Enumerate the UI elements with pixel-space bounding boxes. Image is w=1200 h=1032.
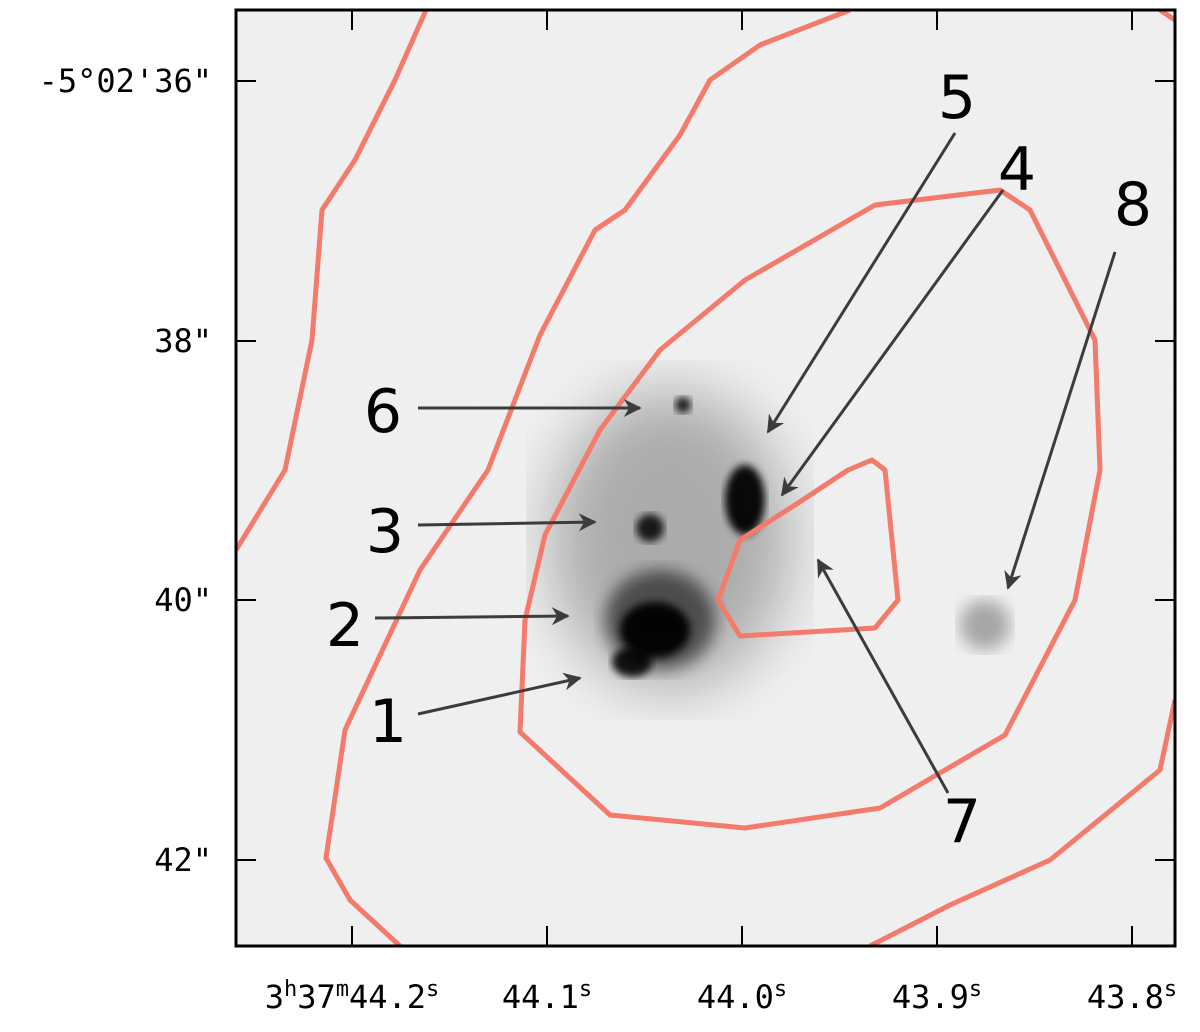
y-tick-label: -5°02'36" (39, 62, 212, 100)
x-tick-label: 44.1s (502, 977, 592, 1016)
x-tick-label: 43.9s (892, 977, 982, 1016)
arrows (374, 132, 1117, 794)
unit-superscript: s (1164, 977, 1177, 1002)
unit-superscript: h (284, 977, 297, 1002)
y-tick-label: 40" (154, 581, 212, 619)
unit-superscript: s (426, 977, 439, 1002)
unit-superscript: m (336, 977, 349, 1002)
tick-value: 37 (297, 978, 336, 1016)
axes-frame (234, 8, 1177, 948)
object-label: 8 (1114, 170, 1152, 240)
unit-superscript: s (774, 977, 787, 1002)
tick-value: 43.8 (1087, 978, 1164, 1016)
tick-value: 44.0 (697, 978, 774, 1016)
y-tick-label: 38" (154, 322, 212, 360)
unit-superscript: s (969, 977, 982, 1002)
tick-value: 44.2 (349, 978, 426, 1016)
contour (517, 187, 1103, 831)
object-label: 4 (998, 135, 1036, 205)
object-label: 6 (364, 377, 402, 447)
contour (323, 10, 851, 946)
object-label: 1 (369, 687, 407, 757)
object-label: 7 (943, 787, 981, 857)
contour (715, 457, 901, 639)
x-tick-label: 3h37m44.2s (265, 977, 440, 1016)
tick-value: 3 (265, 978, 284, 1016)
x-tick-label: 44.0s (697, 977, 787, 1016)
unit-superscript: s (579, 977, 592, 1002)
contour (1158, 10, 1175, 23)
tick-value: 44.1 (502, 978, 579, 1016)
object-label: 3 (366, 497, 404, 567)
y-tick-label: 42" (154, 841, 212, 879)
tick-value: 43.9 (892, 978, 969, 1016)
contour (868, 699, 1175, 946)
tick-marks (236, 10, 1175, 946)
x-tick-label: 43.8s (1087, 977, 1177, 1016)
object-label: 5 (938, 63, 976, 133)
contour (236, 10, 429, 552)
image (236, 10, 1175, 946)
object-label: 2 (326, 591, 364, 661)
